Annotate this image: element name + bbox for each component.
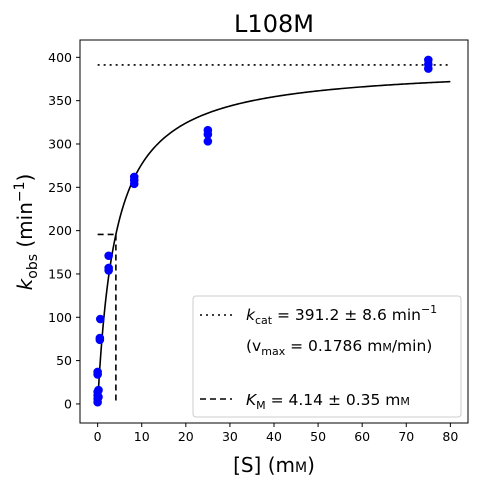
y-axis-label: kobs (min−1) <box>12 174 41 291</box>
y-tick-label: 250 <box>48 180 72 195</box>
x-tick-label: 50 <box>310 429 326 444</box>
data-point <box>104 251 113 261</box>
x-tick-label: 10 <box>134 429 150 444</box>
data-point <box>93 367 102 377</box>
legend: kcat = 391.2 ± 8.6 min−1 (vmax = 0.1786 … <box>192 295 462 418</box>
data-point <box>94 392 103 402</box>
data-points <box>93 55 433 407</box>
data-point <box>424 55 433 65</box>
y-tick-label: 50 <box>56 353 72 368</box>
chart-lines <box>96 64 451 404</box>
y-tick-label: 350 <box>48 93 72 108</box>
x-tick-label: 40 <box>266 429 282 444</box>
y-tick-label: 100 <box>48 310 72 325</box>
y-tick-label: 0 <box>64 396 72 411</box>
legend-kcat-text: kcat = 391.2 ± 8.6 min−1 <box>246 303 437 327</box>
y-tick-label: 150 <box>48 266 72 281</box>
y-tick-label: 200 <box>48 223 72 238</box>
michaelis-menten-fit-curve <box>96 80 451 404</box>
y-tick-label: 300 <box>48 136 72 151</box>
data-point <box>94 385 103 395</box>
y-axis-ticks: 0 50 100 150 200 250 300 350 400 <box>48 50 80 411</box>
x-tick-label: 30 <box>222 429 238 444</box>
data-point <box>203 125 213 135</box>
data-point <box>95 314 105 324</box>
x-tick-label: 70 <box>398 429 414 444</box>
legend-box <box>192 295 462 418</box>
data-point <box>203 137 213 146</box>
x-tick-label: 80 <box>442 429 458 444</box>
chart-title: L108M <box>234 10 314 38</box>
x-tick-label: 60 <box>354 429 370 444</box>
data-point <box>95 333 105 343</box>
x-tick-label: 20 <box>178 429 194 444</box>
x-tick-label: 0 <box>94 429 102 444</box>
legend-km-text: KM = 4.14 ± 0.35 mM <box>246 391 410 412</box>
x-axis-ticks: 0 10 20 30 40 50 60 70 80 <box>94 423 458 444</box>
data-point <box>129 172 139 182</box>
x-axis-label: [S] (mM) <box>233 453 315 477</box>
legend-vmax-text: (vmax = 0.1786 mM/min) <box>246 337 432 358</box>
y-tick-label: 400 <box>48 50 72 65</box>
data-point <box>104 263 113 273</box>
